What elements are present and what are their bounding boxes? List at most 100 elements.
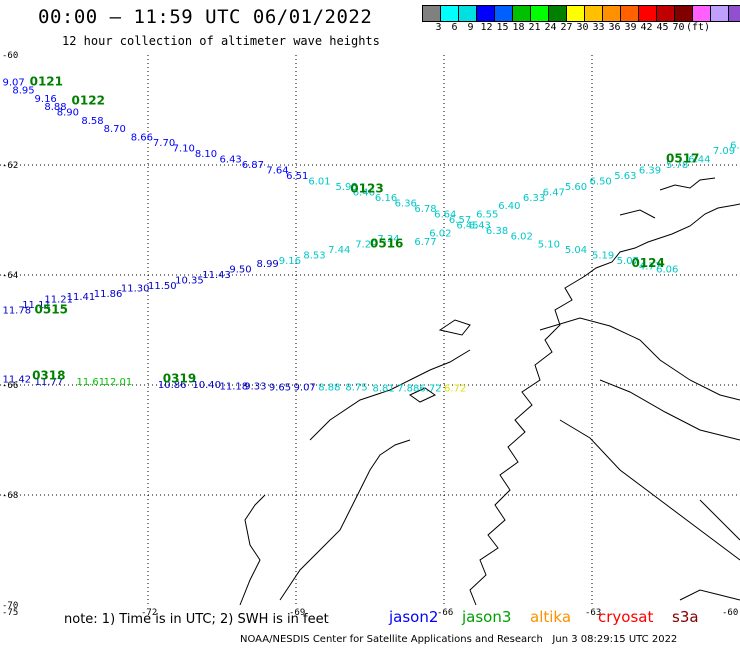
- swh-value: 8.75: [345, 383, 367, 394]
- scale-label: 12: [480, 22, 493, 33]
- swh-value: 7.64: [266, 165, 288, 176]
- swh-value: 8.70: [104, 124, 126, 135]
- scale-label: 6: [451, 22, 458, 33]
- swh-value: 5.10: [538, 240, 560, 251]
- swh-value: 6.06: [656, 264, 678, 275]
- swh-value: 5.60: [565, 182, 587, 193]
- swh-value: 11.42: [2, 374, 31, 385]
- swh-value: 9.07: [294, 383, 316, 394]
- swh-value: 6.40: [498, 201, 520, 212]
- swh-value: 7.10: [173, 143, 195, 154]
- swh-value: 6.72: [419, 384, 441, 395]
- swh-value: 9.16: [35, 94, 57, 105]
- legend-note: note: 1) Time is in UTC; 2) SWH is in fe…: [64, 612, 329, 627]
- swh-value: 9.07: [2, 77, 24, 88]
- swh-value: 9.33: [244, 381, 266, 392]
- swh-value: 11.21: [44, 295, 73, 306]
- swh-value: 11.61: [76, 377, 105, 388]
- satellite-cryosat: cryosat: [598, 608, 654, 626]
- swh-value: 11.18: [220, 381, 249, 392]
- track-pass-0319-yellow: 6.72: [444, 384, 466, 395]
- credit-text: NOAA/NESDIS Center for Satellite Applica…: [240, 634, 543, 645]
- pass-label: 0124: [631, 256, 664, 270]
- swh-value: 6.77: [414, 237, 436, 248]
- scale-label: 24: [544, 22, 557, 33]
- pass-label: 0517: [666, 151, 699, 165]
- scale-label: 18: [512, 22, 525, 33]
- swh-value: 5.78: [666, 160, 688, 171]
- swh-value: 11.86: [94, 289, 123, 300]
- swh-value: 6.55: [476, 209, 498, 220]
- lon-tick-label: -72: [141, 608, 157, 618]
- track-asc-0516-0517: 6.776.026.456.556.406.336.47 5.60 6.50 5.63…: [414, 141, 740, 248]
- scale-label: 36: [608, 22, 621, 33]
- lon-tick-label: -66: [437, 608, 453, 618]
- scale-label: 70: [672, 22, 685, 33]
- swh-value: 8.10: [195, 149, 217, 160]
- swh-value: 11.41: [67, 292, 96, 303]
- track-asc-0515-0516: 11.7811.1111.2111.4111.8611.3011.5010.35…: [2, 259, 278, 317]
- swh-value: 5.04: [565, 245, 587, 256]
- swh-value: 6.57: [449, 215, 471, 226]
- scale-label: 27: [560, 22, 573, 33]
- scale-label: 39: [624, 22, 637, 33]
- swh-value: 8.58: [81, 116, 103, 127]
- swh-value: 6.64: [434, 209, 456, 220]
- scale-label: 21: [528, 22, 541, 33]
- lat-tick-label: -60: [2, 51, 18, 61]
- timestamp-text: Jun 3 08:29:15 UTC 2022: [552, 634, 678, 645]
- swh-value: 6.33: [523, 193, 545, 204]
- color-scale-labels: 3 6 9 12 15 18 21 24 27 30 33 36 39 42 45 70 (ft): [422, 22, 740, 34]
- swh-value: 6.38: [486, 226, 508, 237]
- swh-value: 5.19: [592, 251, 614, 262]
- swh-value: 6.50: [590, 176, 612, 187]
- lon-tick-label: -63: [585, 608, 601, 618]
- scale-label: 42: [640, 22, 653, 33]
- swh-value: 5.63: [614, 171, 636, 182]
- track-asc-cont: 9.16 8.53 7.44 7.29 7.34: [279, 234, 400, 267]
- swh-value: 7.70: [153, 138, 175, 149]
- satellite-altika: altika: [530, 608, 572, 626]
- swh-value: 8.95: [12, 86, 34, 97]
- swh-value: 11.77: [35, 377, 64, 388]
- scale-label: 30: [576, 22, 589, 33]
- swh-value: 8.66: [131, 132, 153, 143]
- color-scale-bar: [422, 5, 740, 22]
- swh-value: 6.45: [456, 220, 478, 231]
- swh-value: 9.50: [229, 264, 251, 275]
- swh-value: 6.87: [242, 160, 264, 171]
- swh-value: 7.29: [355, 240, 377, 251]
- swh-value: 11.50: [148, 281, 177, 292]
- swh-value: 6.36: [395, 198, 417, 209]
- scale-swatch: [728, 5, 740, 22]
- swh-value: 7.09: [713, 146, 735, 157]
- lat-tick-label: -70: [2, 601, 18, 611]
- pass-label: 0515: [35, 303, 68, 317]
- lat-tick-label: -68: [2, 491, 18, 501]
- track-desc-cont: 6.01 5.956.46 6.166.366.786.646.576.436.38…: [308, 176, 678, 275]
- swh-value: 6.46: [353, 187, 375, 198]
- swh-value: 8.99: [257, 259, 279, 270]
- swh-value: 5.95: [335, 182, 357, 193]
- lat-tick-label: -64: [2, 271, 18, 281]
- swh-value: 8.88: [44, 102, 66, 113]
- swh-value: 5.07: [617, 256, 639, 267]
- map-title: 00:00 – 11:59 UTC 06/01/2022: [38, 6, 373, 28]
- swh-value: 8.90: [57, 108, 79, 119]
- pass-label: 0121: [30, 74, 63, 88]
- swh-value: 6.39: [639, 165, 661, 176]
- coastline: [239, 177, 740, 606]
- swh-value: 6.02: [429, 229, 451, 240]
- scale-label: (ft): [686, 22, 711, 33]
- track-pass-0319-cont: 8.88 8.75 8.81 7.88 6.72: [318, 383, 441, 395]
- swh-value: 10.86: [158, 380, 187, 391]
- swh-value: 11.78: [2, 306, 31, 317]
- swh-value: 11.43: [202, 270, 231, 281]
- pass-label: 0319: [163, 371, 196, 385]
- scale-label: 3: [435, 22, 442, 33]
- swh-value: 8.81: [372, 384, 394, 395]
- swh-value: 6.43: [469, 220, 491, 231]
- swh-value: 7.88: [397, 384, 419, 395]
